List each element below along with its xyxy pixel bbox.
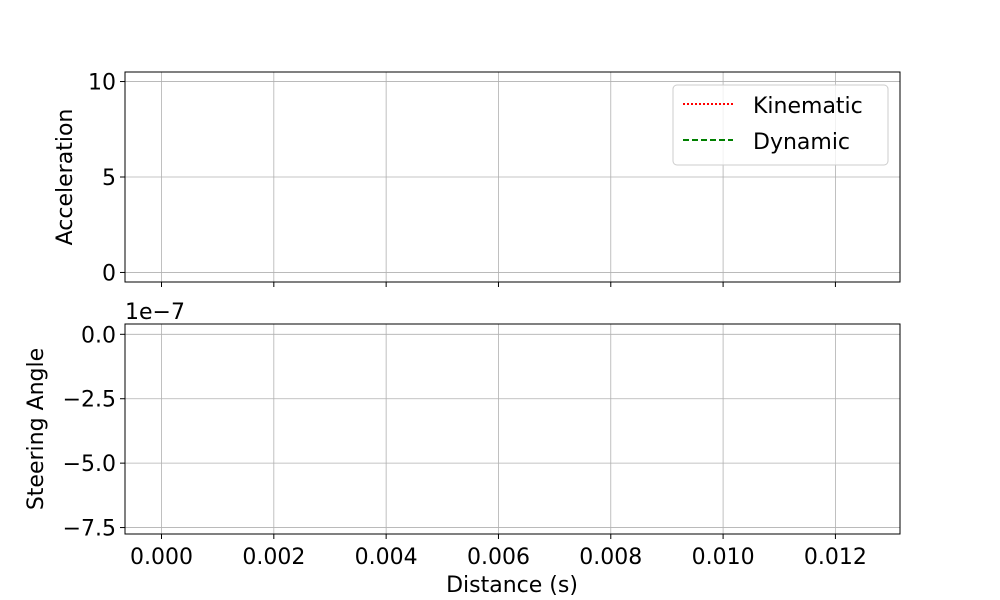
- steering-axes-frame: [124, 323, 901, 535]
- steering-ylabel: Steering Angle: [24, 348, 49, 510]
- legend-dynamic-label: Dynamic: [753, 130, 850, 155]
- acceleration-panel: 0 5 10 Acceleration Kinematic Dynamic: [53, 71, 901, 287]
- steering-panel: 0.000 0.002 0.004 0.006 0.008 0.010 0.012 0.0 −2…: [24, 300, 901, 598]
- x-tick-label: 0.006: [467, 545, 530, 570]
- steering-grid: [125, 324, 900, 534]
- y-tick-label: −2.5: [63, 388, 116, 413]
- acceleration-ylabel: Acceleration: [53, 109, 78, 246]
- distance-xlabel: Distance (s): [446, 573, 578, 598]
- x-tick-label: 0.010: [692, 545, 755, 570]
- legend-box: [672, 84, 889, 166]
- y-tick-label: 5: [102, 166, 116, 191]
- legend: Kinematic Dynamic: [672, 84, 889, 166]
- x-tick-label: 0.002: [242, 545, 305, 570]
- y-tick-label: 0.0: [81, 323, 116, 348]
- acceleration-ticks: 0 5 10: [88, 71, 836, 287]
- steering-offset-text: 1e−7: [125, 300, 185, 325]
- y-tick-label: 0: [102, 261, 116, 286]
- x-tick-label: 0.012: [804, 545, 867, 570]
- x-tick-label: 0.000: [130, 545, 193, 570]
- x-tick-label: 0.004: [355, 545, 418, 570]
- x-tick-label: 0.008: [579, 545, 642, 570]
- legend-kinematic-label: Kinematic: [753, 94, 863, 119]
- y-tick-label: −5.0: [63, 452, 116, 477]
- y-tick-label: −7.5: [63, 517, 116, 542]
- steering-ticks: 0.000 0.002 0.004 0.006 0.008 0.010 0.012 0.0 −2…: [63, 323, 867, 570]
- y-tick-label: 10: [88, 71, 116, 96]
